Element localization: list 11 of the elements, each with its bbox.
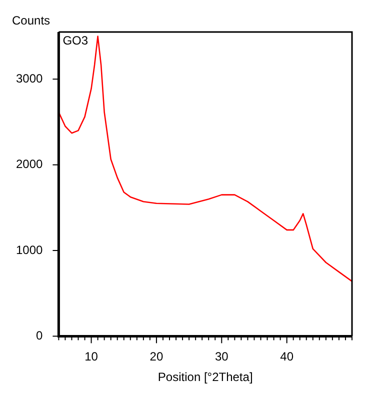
x-axis-title: Position [°2Theta] [158,370,253,384]
x-tick-label: 40 [280,350,294,364]
y-tick-label: 1000 [16,242,44,257]
y-tick-label: 2000 [16,157,44,172]
y-tick-label: 3000 [16,71,44,86]
x-tick-label: 20 [150,350,164,364]
x-tick-label: 10 [84,350,98,364]
x-tick-label: 30 [214,350,229,364]
y-tick-label: 0 [36,328,44,343]
annotation: GO3 [62,33,88,48]
y-axis-title: Counts [12,13,50,28]
